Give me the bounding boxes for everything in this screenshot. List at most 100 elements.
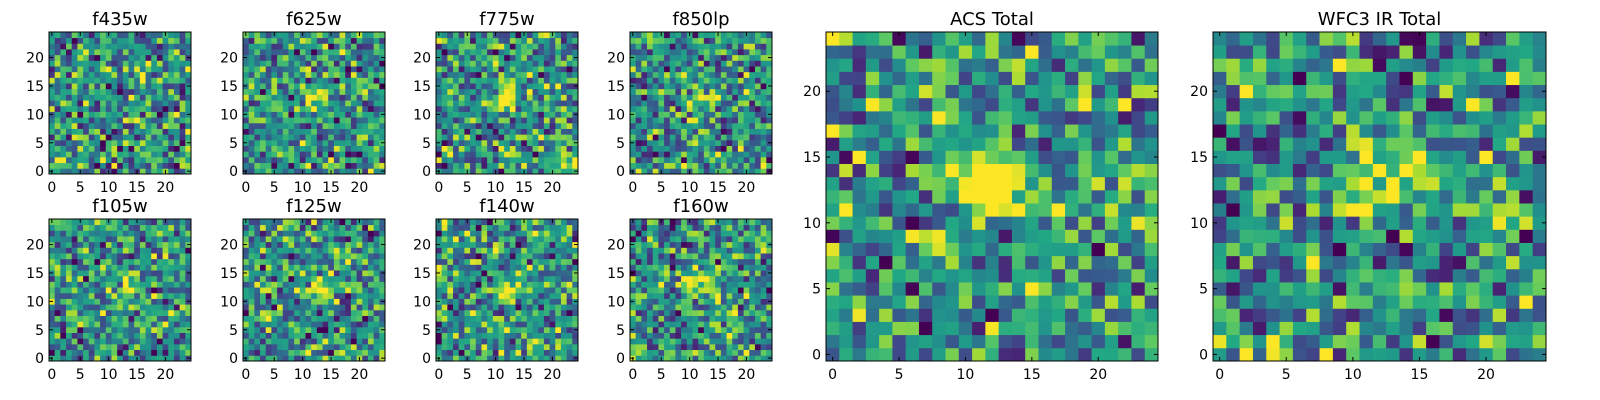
- heatmap-cell: [77, 139, 84, 146]
- heatmap-cell: [492, 66, 499, 73]
- heatmap-cell: [373, 309, 380, 316]
- heatmap-cell: [54, 343, 61, 351]
- heatmap-cell: [532, 37, 539, 44]
- heatmap-cell: [453, 281, 460, 288]
- heatmap-cell: [521, 326, 528, 333]
- heatmap-cell: [117, 298, 124, 305]
- heatmap-cell: [339, 139, 346, 146]
- heatmap-cell: [333, 236, 340, 243]
- heatmap-cell: [145, 349, 152, 356]
- heatmap-cell: [572, 37, 579, 44]
- heatmap-cell: [647, 134, 654, 141]
- heatmap-cell: [128, 355, 135, 362]
- heatmap-cell: [322, 43, 329, 50]
- heatmap-cell: [243, 43, 250, 50]
- heatmap-cell: [168, 224, 175, 231]
- heatmap-cell: [367, 43, 375, 50]
- heatmap-cell: [345, 77, 352, 84]
- heatmap-cell: [686, 304, 693, 311]
- heatmap-cell: [509, 338, 516, 345]
- heatmap-cell: [703, 338, 710, 345]
- heatmap-cell: [71, 258, 78, 265]
- heatmap-cell: [333, 304, 340, 311]
- heatmap-cell: [367, 168, 375, 175]
- x-tick-label: 20: [351, 180, 369, 196]
- heatmap-cell: [94, 275, 101, 282]
- heatmap-cell: [356, 264, 363, 271]
- heatmap-cell: [492, 156, 499, 164]
- heatmap-cell: [94, 139, 101, 146]
- heatmap-cell: [675, 338, 682, 345]
- heatmap-cell: [543, 292, 550, 299]
- heatmap-cell: [254, 134, 261, 141]
- heatmap-cell: [532, 60, 539, 67]
- heatmap-cell: [122, 275, 129, 282]
- heatmap-cell: [260, 139, 267, 146]
- heatmap-cell: [732, 111, 739, 118]
- heatmap-cell: [458, 219, 465, 226]
- heatmap-cell: [139, 139, 146, 146]
- heatmap-cell: [328, 332, 335, 339]
- heatmap-cell: [254, 111, 261, 118]
- heatmap-cell: [698, 321, 705, 328]
- heatmap-cell: [379, 43, 386, 50]
- heatmap-cell: [173, 343, 181, 351]
- heatmap-cell: [66, 241, 73, 248]
- heatmap-cell: [543, 309, 550, 316]
- heatmap-cell: [436, 349, 443, 356]
- heatmap-cell: [328, 128, 335, 135]
- heatmap-cell: [749, 43, 756, 50]
- heatmap-cell: [162, 292, 169, 299]
- heatmap-cell: [436, 304, 443, 311]
- heatmap-cell: [669, 281, 676, 288]
- heatmap-cell: [475, 88, 482, 95]
- heatmap-cell: [94, 315, 101, 322]
- heatmap-cell: [492, 321, 499, 328]
- heatmap-cell: [492, 304, 499, 311]
- heatmap-cell: [243, 134, 250, 141]
- heatmap-cell: [271, 162, 278, 169]
- heatmap-cell: [630, 66, 637, 73]
- heatmap-cell: [288, 355, 295, 362]
- heatmap-cell: [498, 349, 505, 356]
- heatmap-cell: [173, 224, 181, 231]
- heatmap-cell: [709, 162, 716, 169]
- heatmap-cell: [538, 54, 545, 61]
- heatmap-cell: [543, 43, 550, 50]
- heatmap-cell: [464, 338, 471, 345]
- heatmap-cell: [538, 156, 545, 164]
- heatmap-cell: [566, 355, 573, 362]
- heatmap-cell: [692, 292, 699, 299]
- heatmap-cell: [54, 332, 61, 339]
- heatmap-cell: [54, 253, 61, 260]
- heatmap-cell: [128, 270, 135, 277]
- heatmap-cell: [248, 321, 255, 328]
- heatmap-cell: [156, 66, 163, 73]
- heatmap-cell: [720, 117, 727, 124]
- heatmap-cell: [698, 145, 705, 152]
- heatmap-cell: [373, 168, 380, 175]
- heatmap-cell: [509, 83, 516, 90]
- heatmap-cell: [282, 162, 289, 169]
- heatmap-cell: [356, 236, 363, 243]
- heatmap-cell: [749, 292, 756, 299]
- heatmap-cell: [664, 49, 671, 56]
- heatmap-cell: [277, 128, 284, 135]
- heatmap-cell: [294, 292, 301, 299]
- heatmap-cell: [248, 32, 255, 39]
- heatmap-cell: [77, 88, 84, 95]
- heatmap-cell: [373, 270, 380, 277]
- heatmap-cell: [173, 134, 181, 141]
- heatmap-cell: [766, 332, 773, 339]
- heatmap-cell: [538, 275, 545, 282]
- heatmap-cell: [350, 94, 357, 101]
- heatmap-cell: [288, 37, 295, 44]
- heatmap-cell: [105, 151, 112, 158]
- heatmap-cell: [260, 37, 267, 44]
- heatmap-cell: [549, 326, 556, 333]
- heatmap-cell: [254, 258, 261, 265]
- heatmap-cell: [339, 332, 346, 339]
- heatmap-cell: [635, 321, 642, 328]
- heatmap-cell: [504, 111, 511, 118]
- heatmap-cell: [100, 343, 107, 351]
